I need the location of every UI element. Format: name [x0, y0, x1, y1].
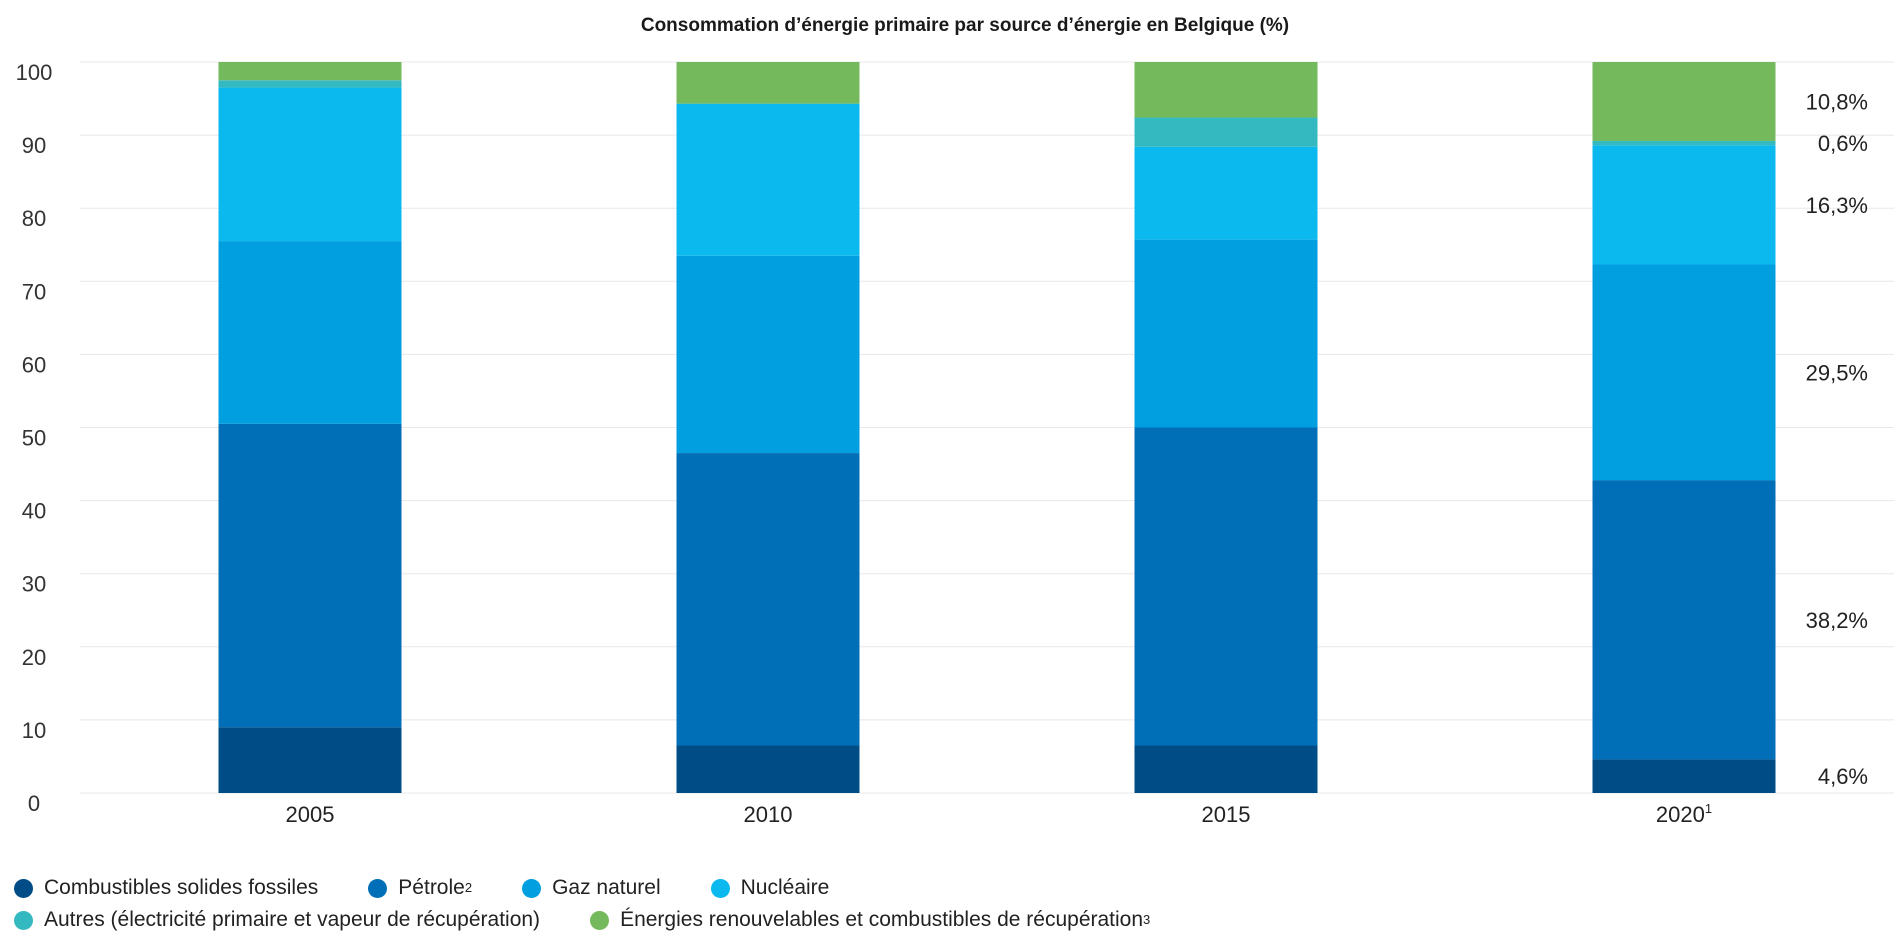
- data-labels: 4,6% 38,2% 29,5% 16,3% 0,6% 10,8%: [1806, 89, 1868, 789]
- x-axis-ticks: 2005 2010 2015 20201: [286, 801, 1713, 827]
- legend: Combustibles solides fossiles Pétrole 2 Gaz…: [14, 872, 1414, 936]
- legend-row: Combustibles solides fossiles Pétrole 2 Gaz…: [14, 872, 1414, 904]
- legend-row: Autres (électricité primaire et vapeur d…: [14, 904, 1414, 936]
- bar-segment: [218, 727, 402, 793]
- legend-label: Nucléaire: [740, 876, 830, 899]
- data-label: 38,2%: [1806, 608, 1868, 633]
- bar-segment: [1134, 427, 1318, 746]
- y-tick-label: 30: [22, 572, 46, 597]
- bar-segment: [676, 103, 860, 256]
- legend-swatch: [14, 910, 33, 930]
- legend-swatch: [522, 878, 542, 898]
- legend-swatch: [590, 910, 610, 930]
- legend-label: Énergies renouvelables et combustibles d…: [620, 908, 1144, 931]
- bar-segment: [1592, 759, 1776, 793]
- bar-segment: [218, 80, 402, 88]
- bar-segment: [1134, 62, 1318, 118]
- data-label: 4,6%: [1818, 764, 1868, 789]
- bar-segment: [676, 453, 860, 746]
- y-tick-label: 70: [22, 279, 46, 304]
- bar-segment: [676, 745, 860, 793]
- bar-segment: [218, 62, 402, 81]
- x-tick-label: 2015: [1202, 802, 1251, 827]
- legend-item: Gaz naturel: [522, 876, 661, 900]
- y-tick-label: 50: [22, 426, 46, 451]
- y-tick-label: 100: [16, 60, 53, 85]
- bar-segment: [1592, 264, 1776, 481]
- bar-segment: [1134, 239, 1318, 428]
- data-label: 16,3%: [1806, 193, 1868, 218]
- bar-segment: [1592, 480, 1776, 760]
- bar-segment: [676, 255, 860, 454]
- bar-segment: [1134, 117, 1318, 147]
- y-tick-label: 80: [22, 206, 46, 231]
- bar-segment: [1592, 140, 1776, 146]
- legend-swatch: [14, 878, 33, 898]
- legend-item: Énergies renouvelables et combustibles d…: [590, 908, 1150, 932]
- x-tick-label: 2010: [744, 802, 793, 827]
- y-axis-ticks: 0 10 20 30 40 50 60 70 80 90 100: [16, 60, 53, 816]
- y-tick-label: 20: [22, 645, 46, 670]
- data-label: 10,8%: [1806, 89, 1868, 114]
- legend-label: Autres (électricité primaire et vapeur d…: [44, 908, 541, 931]
- stacked-bar-chart: Consommation d’énergie primaire par sour…: [16, 15, 1894, 827]
- bar-segment: [218, 241, 402, 424]
- bars: [218, 62, 1776, 793]
- legend-label: Pétrole: [398, 876, 465, 899]
- y-tick-label: 10: [22, 718, 46, 743]
- y-tick-label: 40: [22, 499, 46, 524]
- bar-segment: [218, 87, 402, 242]
- data-label: 29,5%: [1806, 360, 1868, 385]
- legend-swatch: [368, 878, 388, 898]
- bar-segment: [1134, 146, 1318, 240]
- legend-item: Autres (électricité primaire et vapeur d…: [14, 908, 540, 932]
- chart-title: Consommation d’énergie primaire par sour…: [641, 15, 1289, 36]
- legend-label: Gaz naturel: [552, 876, 661, 899]
- bar-segment: [1134, 745, 1318, 793]
- y-tick-label: 0: [28, 791, 40, 816]
- bar-segment: [1592, 62, 1776, 141]
- x-tick-label: 2005: [286, 802, 335, 827]
- y-tick-label: 90: [22, 133, 46, 158]
- legend-item: Nucléaire: [710, 876, 830, 900]
- legend-item: Pétrole 2: [368, 876, 472, 900]
- y-tick-label: 60: [22, 352, 46, 377]
- legend-label: Combustibles solides fossiles: [44, 876, 319, 899]
- data-label: 0,6%: [1818, 131, 1868, 156]
- bar-segment: [676, 62, 860, 104]
- bar-segment: [218, 423, 402, 728]
- legend-item: Combustibles solides fossiles: [14, 876, 318, 900]
- bar-segment: [1592, 145, 1776, 265]
- legend-swatch: [710, 878, 730, 898]
- x-tick-label: 20201: [1656, 801, 1712, 827]
